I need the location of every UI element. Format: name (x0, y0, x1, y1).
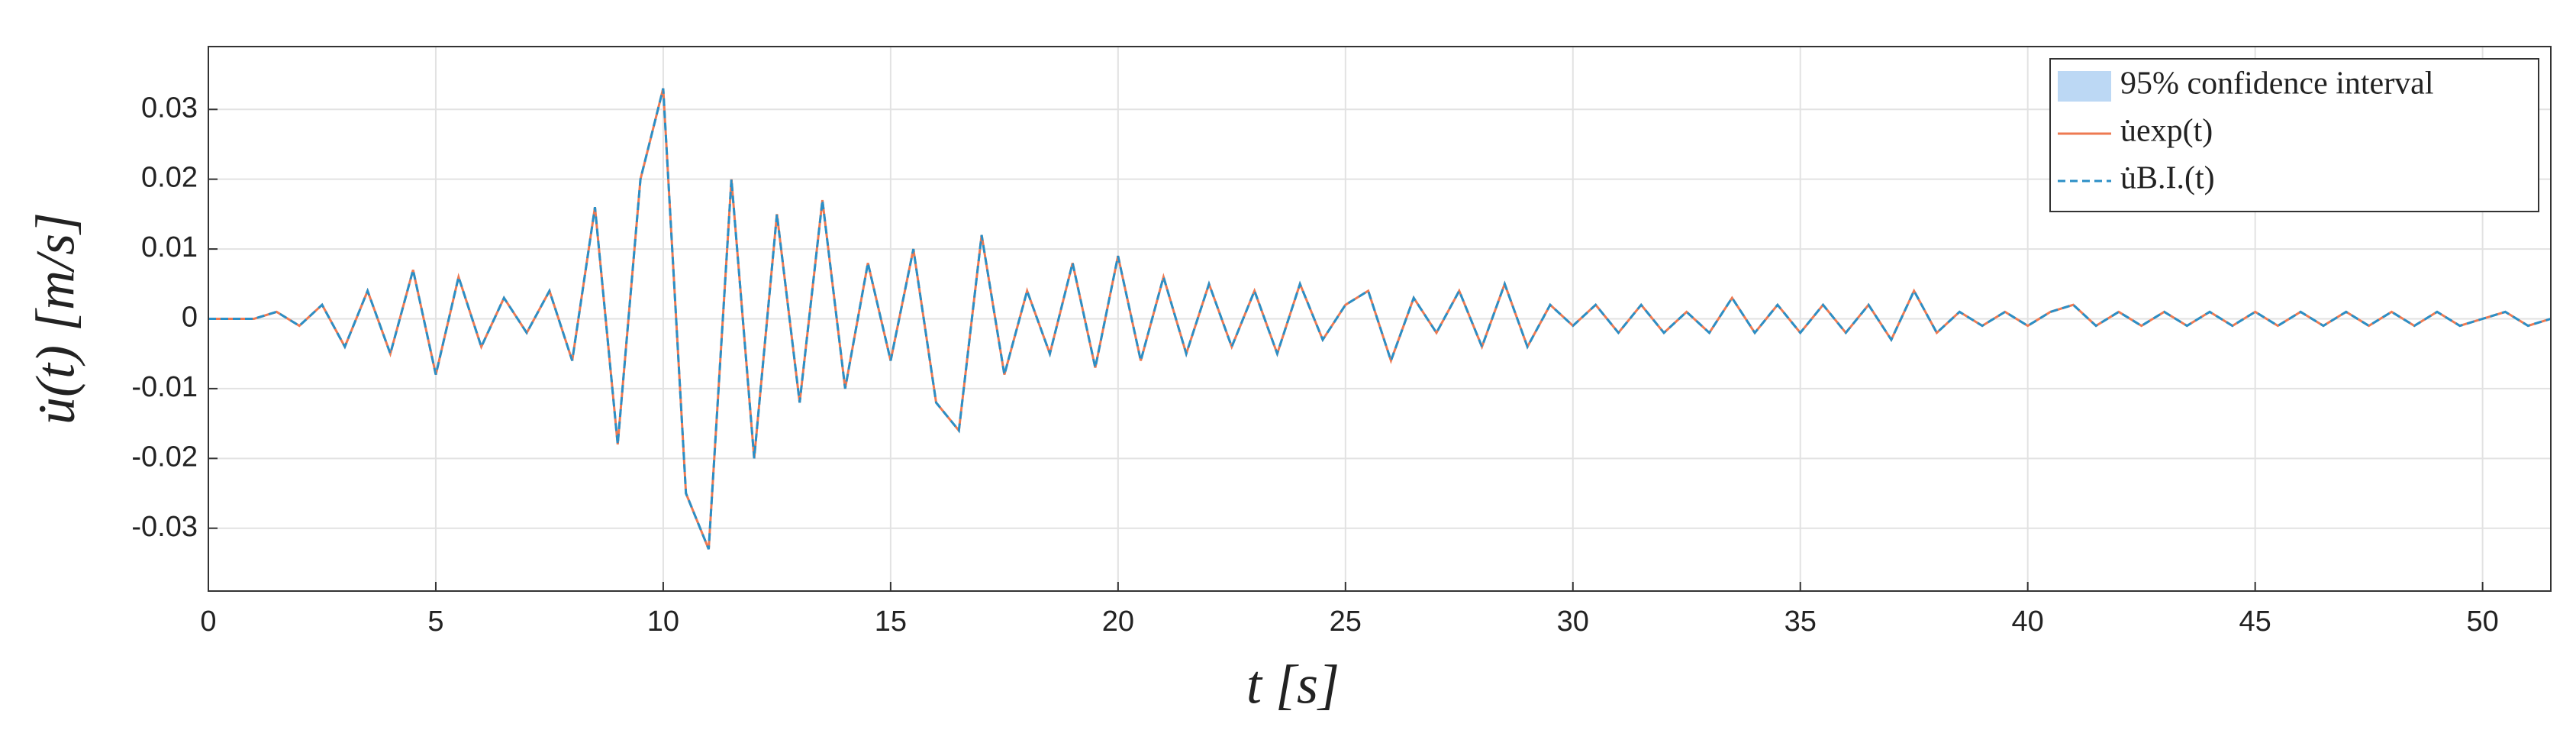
x-tick-label: 5 (427, 606, 443, 638)
x-tick-label: 40 (2012, 606, 2044, 638)
x-tick-label: 35 (1785, 606, 1817, 638)
x-tick-label: 30 (1557, 606, 1589, 638)
series-line (208, 88, 2552, 550)
legend-label: u̇exp(t) (2120, 114, 2213, 149)
x-tick-label: 20 (1102, 606, 1134, 638)
x-tick-label: 50 (2466, 606, 2498, 638)
y-tick-label: 0.01 (141, 231, 198, 263)
y-tick-label: -0.01 (131, 371, 198, 403)
y-tick-label: 0.02 (141, 162, 198, 194)
x-tick-label: 45 (2239, 606, 2271, 638)
y-tick-label: 0.03 (141, 92, 198, 124)
legend-label: u̇B.I.(t) (2120, 161, 2215, 196)
y-tick-label: -0.03 (131, 511, 198, 543)
x-tick-label: 25 (1330, 606, 1362, 638)
legend-swatch (2058, 71, 2111, 102)
x-tick-label: 0 (200, 606, 216, 638)
y-axis-label: u̇(t) [m/s] (25, 212, 86, 425)
legend-box (2049, 58, 2539, 212)
x-axis-label: t [s] (1246, 654, 1340, 716)
x-tick-label: 10 (647, 606, 679, 638)
legend-label: 95% confidence interval (2120, 66, 2433, 102)
y-tick-label: 0 (182, 302, 198, 334)
y-tick-label: -0.02 (131, 441, 198, 473)
plot-frame (208, 46, 2552, 592)
x-tick-label: 15 (875, 606, 907, 638)
